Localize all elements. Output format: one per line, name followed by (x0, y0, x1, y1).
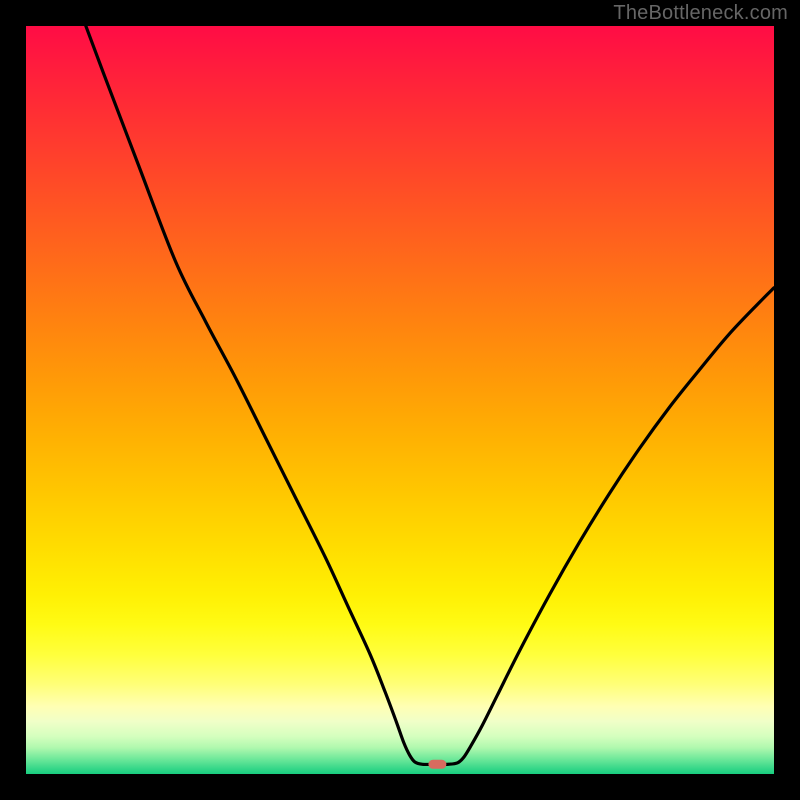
watermark-text: TheBottleneck.com (613, 2, 788, 25)
bottleneck-curve-chart (26, 26, 774, 774)
optimal-marker (428, 760, 446, 769)
gradient-background (26, 26, 774, 774)
chart-frame: TheBottleneck.com (0, 0, 800, 800)
plot-area (26, 26, 774, 774)
